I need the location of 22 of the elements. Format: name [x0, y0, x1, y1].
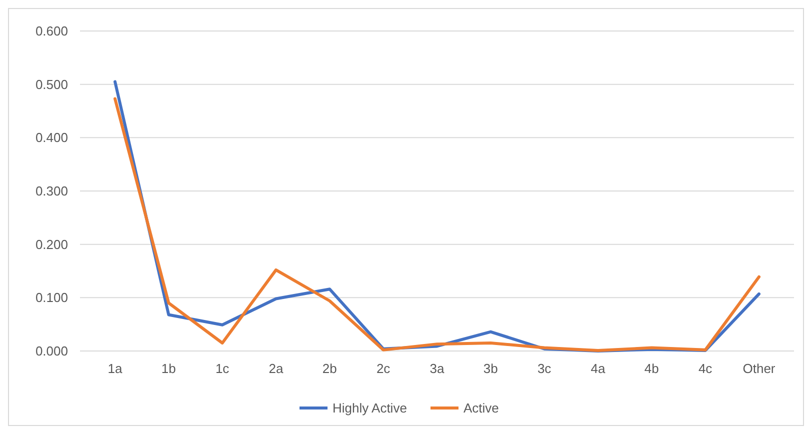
y-tick-label: 0.500 — [35, 76, 68, 92]
y-tick-label: 0.300 — [35, 184, 68, 199]
x-tick-label: 2b — [322, 361, 337, 376]
legend-label: Active — [464, 400, 499, 416]
x-tick-label: 4c — [698, 361, 713, 376]
x-tick-label: 3c — [537, 361, 552, 376]
x-tick-label: 1c — [215, 361, 230, 376]
y-tick-label: 0.100 — [35, 290, 68, 306]
y-tick-label: 0.400 — [35, 130, 68, 146]
x-tick-label: Other — [742, 361, 776, 376]
x-tick-label: 2a — [268, 361, 284, 376]
legend-label: Highly Active — [332, 400, 407, 416]
x-tick-label: 3b — [483, 361, 498, 376]
x-tick-label: 4a — [590, 361, 606, 376]
x-tick-label: 4b — [644, 361, 659, 376]
x-tick-label: 1a — [108, 361, 123, 376]
y-tick-label: 0.200 — [35, 236, 68, 252]
y-tick-label: 0.600 — [35, 24, 68, 39]
x-tick-label: 3a — [430, 361, 445, 376]
x-tick-label: 2c — [376, 361, 391, 376]
y-tick-label: 0.000 — [35, 344, 68, 359]
x-tick-label: 1b — [161, 361, 176, 376]
